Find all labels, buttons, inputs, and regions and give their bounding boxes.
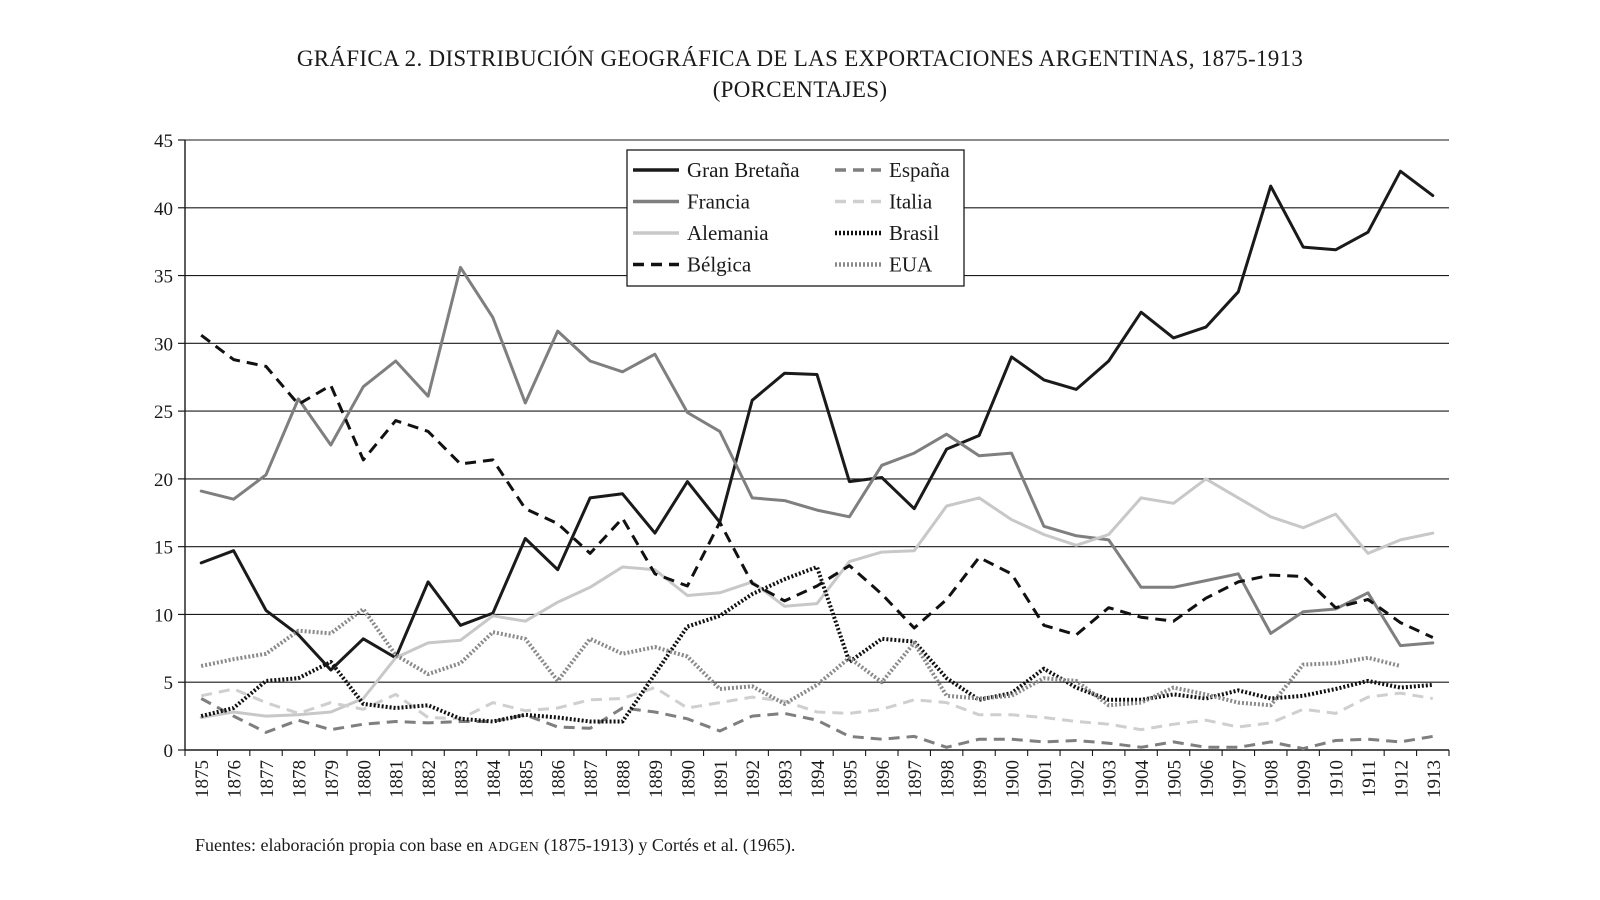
x-tick-label: 1903 <box>1100 760 1121 798</box>
legend-label-francia: Francia <box>687 190 751 214</box>
series-line-eua <box>200 607 1401 708</box>
legend-label-belgica: Bélgica <box>687 253 752 277</box>
x-tick-label: 1876 <box>225 760 246 798</box>
y-tick-label: 0 <box>164 741 174 762</box>
x-tick-label: 1895 <box>840 760 861 798</box>
x-tick-label: 1881 <box>387 760 408 798</box>
x-tick-label: 1912 <box>1391 760 1412 798</box>
x-tick-label: 1878 <box>289 760 310 798</box>
legend-label-alemania: Alemania <box>687 221 769 245</box>
series-line-italia <box>200 686 1434 732</box>
x-tick-label: 1913 <box>1424 760 1445 798</box>
x-tick-label: 1880 <box>354 760 375 798</box>
y-tick-label: 45 <box>154 131 173 152</box>
x-tick-label: 1887 <box>581 760 602 798</box>
series-lines <box>199 169 1435 751</box>
x-tick-label: 1896 <box>873 760 894 798</box>
x-tick-label: 1879 <box>322 760 343 798</box>
y-tick-label: 20 <box>154 470 173 491</box>
x-tick-label: 1901 <box>1035 760 1056 798</box>
series-line-espana <box>200 697 1434 751</box>
series-line-brasil <box>200 565 1433 724</box>
series-line-francia <box>199 265 1435 648</box>
axes: 0 5 10 15 20 25 30 35 40 45 1875 1876 1877 1878 1879 18… <box>154 131 1450 799</box>
x-tick-label: 1899 <box>970 760 991 798</box>
x-tick-label: 1877 <box>257 760 278 798</box>
series-line-gran-bretana <box>199 169 1435 672</box>
x-tick-label: 1898 <box>938 760 959 798</box>
x-tick-label: 1907 <box>1229 760 1250 798</box>
chart-title: GRÁFICA 2. DISTRIBUCIÓN GEOGRÁFICA DE LA… <box>296 46 1304 71</box>
legend-label-italia: Italia <box>889 190 933 214</box>
x-tick-label: 1889 <box>646 760 667 798</box>
source-note-prefix: Fuentes: elaboración propia con base en <box>195 835 488 855</box>
y-tick-label: 25 <box>154 402 173 423</box>
x-tick-label: 1883 <box>451 760 472 798</box>
chart-subtitle: (PORCENTAJES) <box>712 77 888 102</box>
source-note-suffix: (1875-1913) y Cortés et al. (1965). <box>539 835 796 855</box>
y-tick-label: 15 <box>154 538 173 559</box>
legend-box <box>626 149 965 287</box>
y-tick-label: 10 <box>154 605 173 626</box>
x-tick-label: 1906 <box>1197 760 1218 798</box>
x-tick-label: 1885 <box>516 760 537 798</box>
legend-label-espana: España <box>889 158 950 182</box>
x-tick-label: 1875 <box>192 760 213 798</box>
x-tick-label: 1882 <box>419 760 440 798</box>
x-tick-label: 1911 <box>1359 760 1380 797</box>
x-tick-label: 1888 <box>614 760 635 798</box>
y-tick-label: 35 <box>154 267 173 288</box>
series-line-alemania <box>199 477 1435 719</box>
x-tick-label: 1900 <box>1002 760 1023 798</box>
x-tick-label: 1904 <box>1132 760 1153 799</box>
legend-label-brasil: Brasil <box>889 221 939 245</box>
x-tick-label: 1884 <box>484 760 505 799</box>
x-tick-label: 1897 <box>905 760 926 798</box>
y-tick-label: 40 <box>154 199 173 220</box>
x-tick-label: 1886 <box>549 760 570 798</box>
x-tick-label: 1893 <box>776 760 797 798</box>
source-note: Fuentes: elaboración propia con base en … <box>195 835 795 856</box>
source-note-acronym: ADGEN <box>487 840 540 855</box>
y-tick-label: 5 <box>164 673 174 694</box>
legend: Gran Bretaña Francia Alemania Bélgica España… <box>626 149 965 287</box>
x-tick-label: 1894 <box>808 760 829 799</box>
x-tick-label: 1890 <box>678 760 699 798</box>
series-line-belgica <box>200 334 1434 639</box>
x-tick-label: 1908 <box>1262 760 1283 798</box>
y-tick-label: 30 <box>154 334 173 355</box>
legend-label-eua: EUA <box>889 253 933 277</box>
x-tick-label: 1905 <box>1165 760 1186 798</box>
x-tick-label: 1892 <box>743 760 764 798</box>
x-tick-label: 1909 <box>1294 760 1315 798</box>
legend-label-gran-bretana: Gran Bretaña <box>687 158 800 182</box>
x-tick-label: 1910 <box>1327 760 1348 798</box>
x-tick-label: 1891 <box>711 760 732 798</box>
x-tick-label: 1902 <box>1067 760 1088 798</box>
